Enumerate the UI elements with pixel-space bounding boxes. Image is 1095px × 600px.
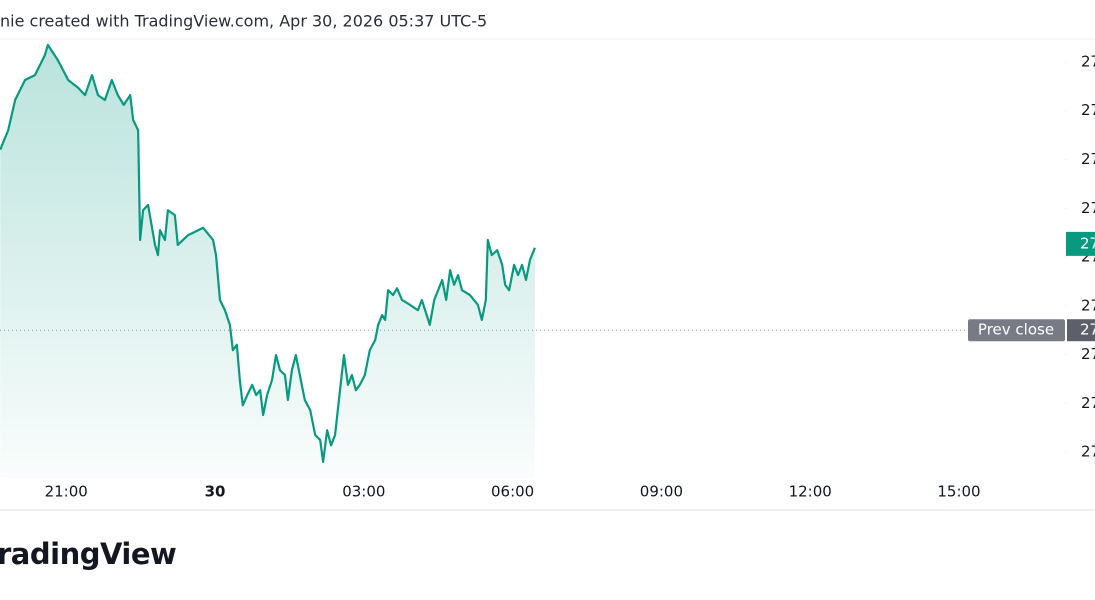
y-tick-label: 27 xyxy=(1081,199,1095,217)
last-price-tag xyxy=(1066,231,1095,256)
y-tick-label: 27 xyxy=(1081,150,1095,168)
x-tick-label: 12:00 xyxy=(789,483,832,501)
y-tick-label: 27 xyxy=(1081,345,1095,363)
header-text: nie created with TradingView.com, Apr 30… xyxy=(0,12,487,31)
y-tick-label: 27 xyxy=(1081,296,1095,314)
prev-close-tag xyxy=(968,319,1065,342)
price-line xyxy=(0,43,536,463)
y-tick-label: 27 xyxy=(1081,394,1095,412)
prev-close-value-tag xyxy=(1067,319,1095,342)
x-tick-label: 06:00 xyxy=(491,483,534,501)
x-tick-label: 15:00 xyxy=(937,483,980,501)
last-price-label: 27 xyxy=(1080,234,1095,252)
x-tick-label: 03:00 xyxy=(342,483,385,501)
x-tick-label: 30 xyxy=(205,483,226,501)
prev-close-name: Prev close xyxy=(978,321,1054,339)
y-tick-label: 27 xyxy=(1081,52,1095,70)
logo-text: radingView xyxy=(0,537,176,571)
y-tick-label: 27 xyxy=(1081,101,1095,119)
prev-close-value-label: 27 xyxy=(1080,321,1095,339)
x-tick-label: 21:00 xyxy=(45,483,88,501)
area-fill xyxy=(0,44,535,478)
y-tick-label: 27 xyxy=(1081,443,1095,461)
x-tick-label: 09:00 xyxy=(640,483,683,501)
